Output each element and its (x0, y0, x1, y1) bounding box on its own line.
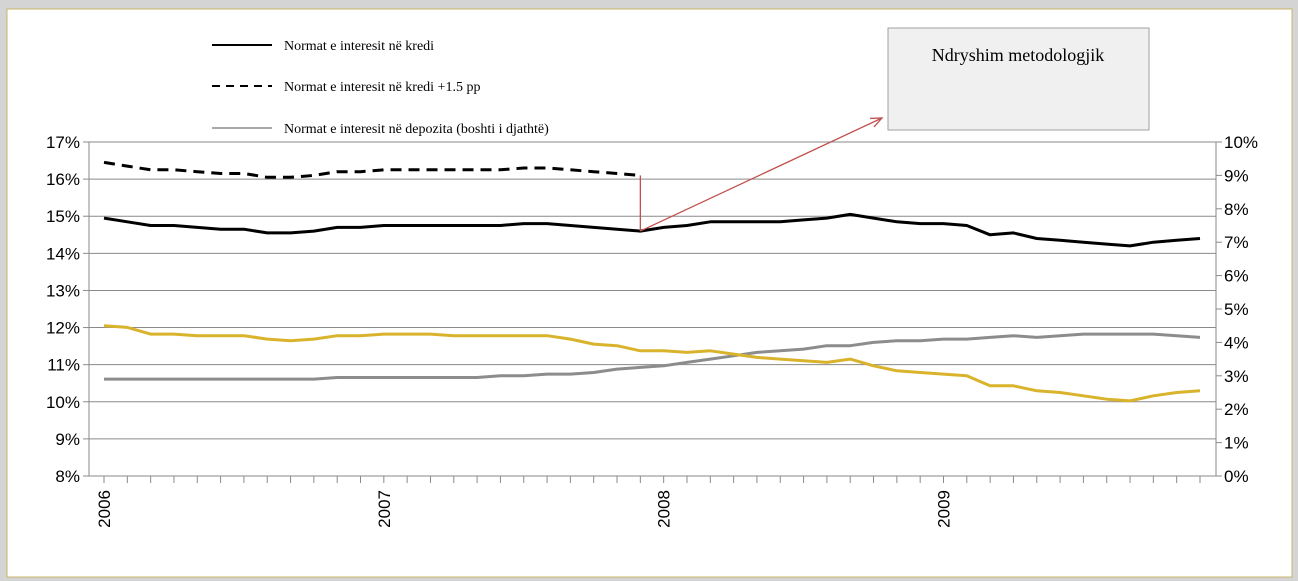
left-axis-tick-label: 8% (55, 467, 80, 486)
annotation-box (887, 27, 1150, 131)
left-axis-tick-label: 10% (46, 393, 80, 412)
right-axis-tick-label: 7% (1224, 233, 1249, 252)
gridlines (89, 141, 1216, 440)
right-axis-tick-label: 2% (1224, 400, 1249, 419)
left-axis-tick-label: 13% (46, 281, 80, 300)
right-axis-tick-label: 0% (1224, 467, 1249, 486)
annotation-text: Ndryshim metodologjik (932, 45, 1105, 65)
line-yellow-series (103, 324, 1201, 403)
left-axis-tick-label: 17% (46, 133, 80, 152)
legend-label: Normat e interesit në depozita (boshti i… (284, 122, 549, 137)
x-axis-year-label: 2007 (375, 490, 394, 528)
left-axis-tick-label: 9% (55, 430, 80, 449)
annotation-arrowhead (869, 117, 884, 128)
right-axis-tick-label: 8% (1224, 200, 1249, 219)
right-axis-tick-label: 5% (1224, 300, 1249, 319)
legend-label: Normat e interesit në kredi (284, 39, 434, 54)
line-loan-rates (103, 212, 1201, 248)
right-axis-tick-label: 6% (1224, 267, 1249, 286)
line-deposit-rates (104, 332, 1201, 381)
right-axis-tick-label: 4% (1224, 333, 1249, 352)
annotation-arrow (640, 117, 883, 232)
left-axis-tick-label: 14% (46, 244, 80, 263)
x-axis-year-label: 2006 (95, 490, 114, 528)
line-loan-rates-plus (103, 160, 641, 179)
right-axis-tick-label: 3% (1224, 367, 1249, 386)
axes: 8% 9% 10% 11% 12% 13% 14% 15% 16% 17% 0% 1% 2% 3% 4% 5%… (46, 133, 1258, 528)
annotation: Ndryshim metodologjik (639, 27, 1150, 232)
left-axis-tick-label: 12% (46, 319, 80, 338)
right-axis-tick-label: 1% (1224, 434, 1249, 453)
left-axis-tick-label: 16% (46, 170, 80, 189)
left-axis-tick-label: 15% (46, 207, 80, 226)
x-axis-year-label: 2008 (655, 490, 674, 528)
legend-label: Normat e interesit në kredi +1.5 pp (284, 80, 480, 95)
legend: Normat e interesit në kredi Normat e inte… (212, 39, 549, 137)
right-axis-tick-label: 10% (1224, 133, 1258, 152)
x-axis-year-label: 2009 (934, 490, 953, 528)
series-lines (103, 160, 1201, 403)
left-axis-tick-label: 11% (47, 356, 80, 375)
right-axis-tick-label: 9% (1224, 166, 1249, 185)
